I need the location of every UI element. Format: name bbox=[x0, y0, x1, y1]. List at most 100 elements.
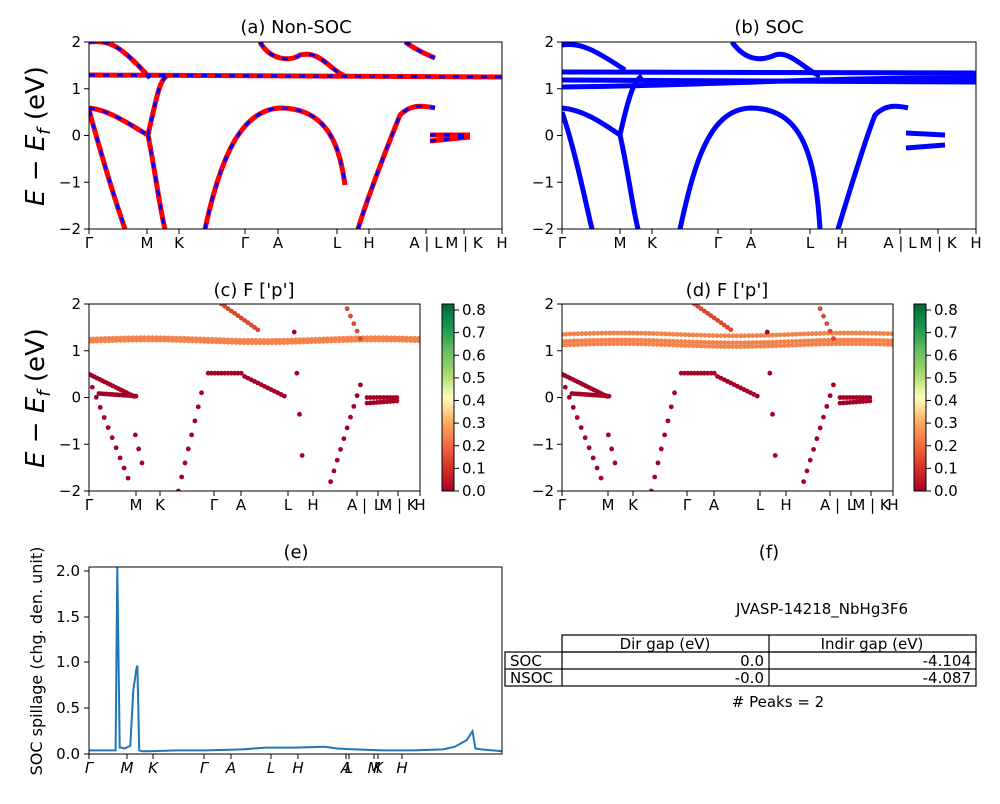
band-point bbox=[650, 341, 656, 347]
band-point bbox=[885, 331, 891, 337]
panel-e-title: (e) bbox=[283, 542, 308, 563]
band-point bbox=[387, 395, 393, 400]
band-point bbox=[195, 404, 201, 410]
band-point bbox=[750, 333, 756, 339]
band-point bbox=[213, 339, 219, 345]
band-point bbox=[837, 395, 843, 400]
ytick-label: 2 bbox=[544, 295, 554, 313]
gap-table-header: Dir gap (eV) bbox=[620, 635, 711, 653]
band-point bbox=[730, 340, 736, 346]
colorbar-tick-label: 0.4 bbox=[462, 392, 486, 410]
band-point bbox=[185, 338, 191, 344]
band-point bbox=[718, 344, 724, 349]
ytick-label: −2 bbox=[532, 220, 554, 238]
band-point bbox=[662, 342, 668, 348]
band-point bbox=[889, 331, 893, 337]
band-point bbox=[678, 332, 684, 337]
xtick-label: K bbox=[174, 234, 185, 252]
panel-e-ytick: 0.0 bbox=[56, 745, 80, 763]
xtick-label: H bbox=[396, 759, 407, 777]
band-point bbox=[253, 340, 259, 346]
gap-table-cell: 0.0 bbox=[740, 652, 764, 670]
band-point bbox=[688, 370, 694, 376]
ytick-label: −1 bbox=[532, 435, 554, 453]
xtick-label: A | L bbox=[409, 234, 443, 252]
band-point bbox=[587, 331, 593, 336]
band-point bbox=[583, 341, 589, 347]
ytick-label: 1 bbox=[71, 342, 81, 360]
band-point bbox=[90, 338, 96, 344]
band-point bbox=[668, 404, 674, 410]
band-point bbox=[563, 338, 569, 344]
band-point bbox=[821, 337, 827, 343]
band-point bbox=[805, 331, 811, 337]
band-point bbox=[654, 338, 660, 344]
band-point bbox=[857, 330, 863, 336]
band-point bbox=[770, 339, 775, 345]
band-point bbox=[813, 341, 819, 347]
band-point bbox=[631, 341, 636, 347]
colorbar-tick-label: 0.0 bbox=[934, 482, 958, 500]
band-point bbox=[682, 343, 688, 348]
gap-table-row-label: NSOC bbox=[510, 669, 553, 687]
band-point bbox=[575, 331, 581, 337]
band-point bbox=[877, 338, 883, 343]
band-point bbox=[662, 432, 668, 438]
band-point bbox=[354, 393, 360, 399]
band-point bbox=[121, 465, 127, 471]
band-point bbox=[672, 390, 677, 396]
band-point bbox=[774, 343, 779, 349]
band-point bbox=[825, 337, 831, 343]
xtick-label: Γ bbox=[241, 234, 250, 252]
xtick-label: M bbox=[614, 234, 627, 252]
band-point bbox=[766, 343, 771, 349]
band-point bbox=[285, 340, 290, 345]
band-point bbox=[718, 340, 724, 346]
band-point bbox=[599, 330, 605, 336]
xtick-label: A bbox=[236, 496, 247, 514]
band-point bbox=[762, 343, 767, 349]
band-point bbox=[746, 340, 752, 346]
band-point bbox=[583, 338, 589, 343]
colorbar-tick-label: 0.0 bbox=[462, 482, 486, 500]
band-point bbox=[215, 370, 221, 376]
band-point bbox=[821, 414, 826, 420]
band-point bbox=[817, 306, 823, 312]
gap-table-cell: -4.087 bbox=[923, 669, 971, 687]
band-point bbox=[297, 411, 302, 417]
band-point bbox=[619, 341, 624, 347]
band-point bbox=[189, 432, 195, 438]
band-point bbox=[232, 370, 238, 376]
ytick-label: −2 bbox=[59, 220, 81, 238]
band-point bbox=[889, 338, 893, 344]
band-point bbox=[734, 333, 740, 339]
band-point bbox=[849, 330, 855, 336]
band-point bbox=[249, 340, 255, 346]
band-point bbox=[635, 337, 640, 343]
band-point bbox=[793, 338, 799, 344]
xtick-label: H bbox=[363, 234, 374, 252]
band-point bbox=[853, 341, 859, 347]
band-point bbox=[797, 342, 803, 348]
band-point bbox=[142, 337, 148, 343]
band-point bbox=[837, 337, 843, 343]
band-point bbox=[98, 338, 104, 344]
band-point bbox=[562, 384, 568, 390]
band-point bbox=[623, 330, 628, 336]
band-point bbox=[579, 331, 585, 337]
band-point bbox=[221, 339, 227, 345]
band-point bbox=[793, 342, 799, 348]
band-point bbox=[807, 457, 813, 463]
band-point bbox=[865, 330, 871, 336]
band-point bbox=[821, 341, 827, 347]
band-point bbox=[324, 338, 330, 344]
band-point bbox=[805, 342, 811, 347]
panel-e-spillage-line bbox=[89, 566, 503, 753]
band-point bbox=[648, 488, 654, 491]
band-point bbox=[571, 331, 577, 337]
band-point bbox=[730, 344, 736, 349]
colorbar-tick-label: 0.6 bbox=[934, 346, 958, 364]
band-point bbox=[650, 331, 656, 336]
band-point bbox=[575, 338, 581, 344]
